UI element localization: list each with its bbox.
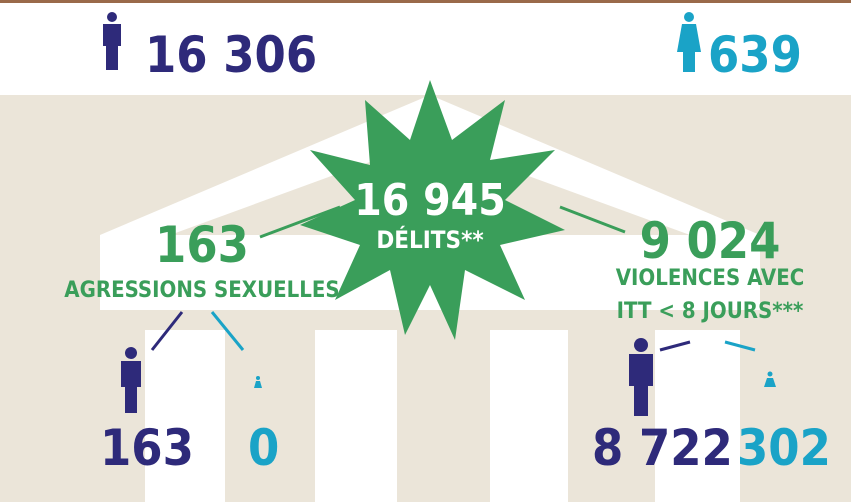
category-total: 9 024 (640, 212, 781, 270)
gap (397, 330, 490, 502)
top-rule (0, 0, 851, 3)
woman-icon (677, 12, 701, 72)
women-count: 0 (248, 419, 279, 477)
category-label: VIOLENCES AVEC (616, 266, 805, 291)
women-count: 302 (737, 419, 831, 477)
infographic: 16 306 639 16 945 DÉLITS** 163 AGRESSION… (0, 0, 851, 502)
page: 16 306 639 16 945 DÉLITS** 163 AGRESSION… (0, 0, 851, 502)
man-icon (103, 12, 121, 70)
men-total: 16 306 (145, 26, 317, 84)
category-total: 163 (155, 216, 249, 274)
center-total: 16 945 (354, 175, 506, 226)
category-label: ITT < 8 JOURS*** (617, 299, 804, 324)
category-label: AGRESSIONS SEXUELLES (64, 278, 339, 303)
center-label: DÉLITS** (376, 225, 483, 254)
women-total: 639 (708, 26, 802, 84)
men-count: 163 (100, 419, 194, 477)
men-count: 8 722 (592, 419, 733, 477)
